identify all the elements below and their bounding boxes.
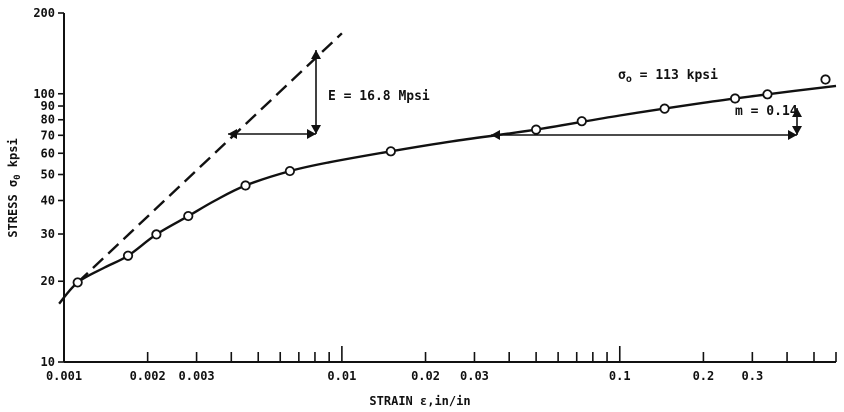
y-tick-label: 10 <box>41 355 55 369</box>
x-tick-label: 0.2 <box>693 369 715 383</box>
hardening-arrowhead-left <box>491 130 500 140</box>
hardening-arrowhead-up <box>792 108 802 117</box>
fit-curve <box>58 84 837 305</box>
y-tick-label: 80 <box>41 113 55 127</box>
series <box>58 32 837 305</box>
data-point <box>531 124 542 135</box>
y-tick-label: 100 <box>33 87 55 101</box>
data-points <box>72 74 831 288</box>
y-tick-label: 50 <box>41 168 55 182</box>
modulus-label: E = 16.8 Mpsi <box>328 89 430 104</box>
x-tick-label: 0.1 <box>609 369 631 383</box>
modulus-arrowhead-right <box>307 129 316 139</box>
x-axis-title: STRAIN ε,in/in <box>369 394 470 408</box>
data-point <box>151 229 162 240</box>
x-ticks: 0.001 0.002 0.003 0.01 0.02 0.03 0.1 0.2 0.3 <box>46 346 837 383</box>
data-point <box>576 116 587 127</box>
y-tick-label: 70 <box>41 128 55 142</box>
data-point <box>240 180 251 191</box>
annotations: E = 16.8 Mpsi m = 0.14 σo = 113 kpsi <box>228 50 802 140</box>
x-tick-label: 0.002 <box>130 369 166 383</box>
data-point <box>762 89 773 100</box>
x-tick-label: 0.003 <box>179 369 215 383</box>
y-tick-label: 40 <box>41 193 55 207</box>
y-tick-label: 60 <box>41 146 55 160</box>
y-tick-label: 30 <box>41 227 55 241</box>
data-point <box>385 146 396 157</box>
data-point <box>729 93 741 104</box>
x-tick-label: 0.02 <box>411 369 440 383</box>
modulus-arrowhead-left <box>228 129 237 139</box>
x-tick-label: 0.3 <box>742 369 764 383</box>
elastic-modulus-line <box>76 32 343 284</box>
sigma0-marker <box>820 74 831 85</box>
y-tick-label: 90 <box>41 99 55 113</box>
hardening-arrowhead-down <box>792 126 802 135</box>
data-point <box>72 277 83 288</box>
hardening-exponent-label: m = 0.14 <box>735 104 798 119</box>
y-tick-label: 200 <box>33 6 55 20</box>
hardening-arrowhead-right <box>788 130 797 140</box>
data-point <box>659 103 670 114</box>
data-point <box>284 165 295 177</box>
data-point <box>122 250 134 261</box>
x-tick-label: 0.03 <box>460 369 489 383</box>
x-tick-label: 0.001 <box>46 369 82 383</box>
x-tick-label: 0.01 <box>327 369 356 383</box>
y-axis-title: STRESS σ0 kpsi <box>6 138 23 237</box>
modulus-arrowhead-down <box>311 125 321 134</box>
data-point <box>183 210 194 222</box>
y-tick-label: 20 <box>41 274 55 288</box>
sigma0-label: σo = 113 kpsi <box>618 68 718 85</box>
axes <box>63 13 836 363</box>
modulus-arrowhead-up <box>311 50 321 59</box>
